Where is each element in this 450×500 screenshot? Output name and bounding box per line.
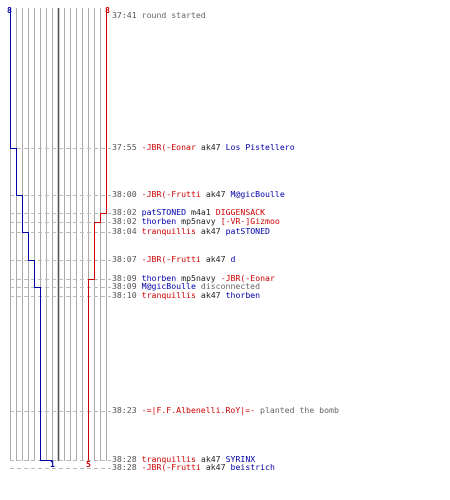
weapon-name: ak47 (205, 462, 226, 472)
event-row: 38:10 tranquillis ak47 thorben (112, 291, 260, 300)
event-time: 38:02 (112, 207, 137, 217)
ct-player-name: beistrich (230, 462, 275, 472)
ct-end-count: 1 (50, 459, 55, 469)
t-alive-line (88, 8, 107, 461)
weapon-name: ak47 (205, 254, 226, 264)
event-row: 38:28 -JBR(-Frutti ak47 beistrich (112, 463, 275, 472)
event-time: 37:55 (112, 142, 137, 152)
weapon-name: ak47 (200, 142, 221, 152)
event-time: 38:02 (112, 216, 137, 226)
ct-start-count: 8 (7, 5, 12, 15)
event-row: 38:04 tranquillis ak47 patSTONED (112, 227, 270, 236)
t-player-name: -JBR(-Eonar (141, 142, 196, 152)
t-player-name: -JBR(-Eonar (220, 273, 275, 283)
event-row: 38:02 thorben mp5navy [-VR-]Gizmoo (112, 217, 280, 226)
t-player-name: tranquillis (141, 226, 196, 236)
ct-player-name: Los Pistellero (225, 142, 295, 152)
ct-player-name: patSTONED (225, 226, 270, 236)
event-row: 38:02 patSTONED m4a1 DIGGENSACK (112, 208, 265, 217)
ct-player-name: thorben (141, 216, 177, 226)
weapon-name: ak47 (205, 189, 226, 199)
event-text: disconnected (200, 281, 261, 291)
weapon-name: m4a1 (191, 207, 211, 217)
t-player-name: DIGGENSACK (215, 207, 266, 217)
event-row: 38:09 M@gicBoulle disconnected (112, 282, 260, 291)
ct-alive-line (10, 8, 53, 461)
event-row: 38:07 -JBR(-Frutti ak47 d (112, 255, 235, 264)
ct-player-name: thorben (141, 273, 177, 283)
event-guide-lines (10, 148, 111, 469)
event-time: 38:00 (112, 189, 137, 199)
ct-player-name: M@gicBoulle (230, 189, 285, 199)
event-time: 38:28 (112, 454, 137, 464)
event-time: 38:04 (112, 226, 137, 236)
event-time: 38:09 (112, 281, 137, 291)
weapon-name: mp5navy (181, 273, 216, 283)
t-player-name: -=|F.F.Albenelli.RoY|=- (141, 405, 256, 415)
event-time: 38:10 (112, 290, 137, 300)
event-row: 37:55 -JBR(-Eonar ak47 Los Pistellero (112, 143, 295, 152)
ct-player-name: d (230, 254, 236, 264)
t-player-name: -JBR(-Frutti (141, 189, 201, 199)
ct-player-name: M@gicBoulle (141, 281, 196, 291)
event-time: 38:28 (112, 462, 137, 472)
event-row: 37:41 round started (112, 11, 206, 20)
event-row: 38:00 -JBR(-Frutti ak47 M@gicBoulle (112, 190, 285, 199)
event-time: 38:23 (112, 405, 137, 415)
event-text: round started (141, 10, 206, 20)
ct-player-name: SYRINX (225, 454, 256, 464)
t-player-name: [-VR-]Gizmoo (220, 216, 280, 226)
event-row: 38:09 thorben mp5navy -JBR(-Eonar (112, 274, 275, 283)
ct-player-name: patSTONED (141, 207, 187, 217)
weapon-name: mp5navy (181, 216, 216, 226)
event-row: 38:28 tranquillis ak47 SYRINX (112, 455, 255, 464)
ct-player-name: thorben (225, 290, 261, 300)
t-player-name: -JBR(-Frutti (141, 254, 201, 264)
t-player-name: tranquillis (141, 454, 196, 464)
event-text: planted the bomb (260, 405, 339, 415)
t-end-count: 5 (86, 459, 91, 469)
weapon-name: ak47 (200, 290, 221, 300)
weapon-name: ak47 (200, 454, 221, 464)
weapon-name: ak47 (200, 226, 221, 236)
t-player-name: tranquillis (141, 290, 196, 300)
timeline-grid (10, 8, 107, 461)
event-time: 38:07 (112, 254, 137, 264)
event-time: 37:41 (112, 10, 137, 20)
event-time: 38:09 (112, 273, 137, 283)
t-player-name: -JBR(-Frutti (141, 462, 201, 472)
event-row: 38:23 -=|F.F.Albenelli.RoY|=- planted the … (112, 406, 339, 415)
t-start-count: 8 (105, 5, 110, 15)
